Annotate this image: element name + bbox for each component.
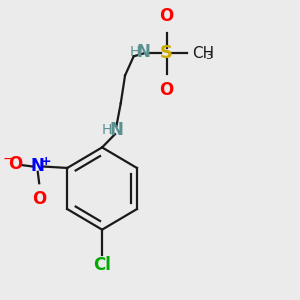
Text: N: N: [31, 158, 45, 175]
Text: 3: 3: [205, 51, 212, 61]
Text: N: N: [137, 43, 151, 61]
Text: S: S: [160, 44, 173, 62]
Text: O: O: [160, 81, 174, 99]
Text: H: H: [101, 123, 112, 137]
Text: O: O: [32, 190, 46, 208]
Text: O: O: [8, 155, 22, 173]
Text: CH: CH: [193, 46, 214, 61]
Text: −: −: [2, 152, 14, 166]
Text: N: N: [110, 121, 123, 139]
Text: H: H: [130, 45, 140, 59]
Text: O: O: [160, 8, 174, 26]
Text: Cl: Cl: [93, 256, 111, 274]
Text: +: +: [40, 155, 51, 168]
